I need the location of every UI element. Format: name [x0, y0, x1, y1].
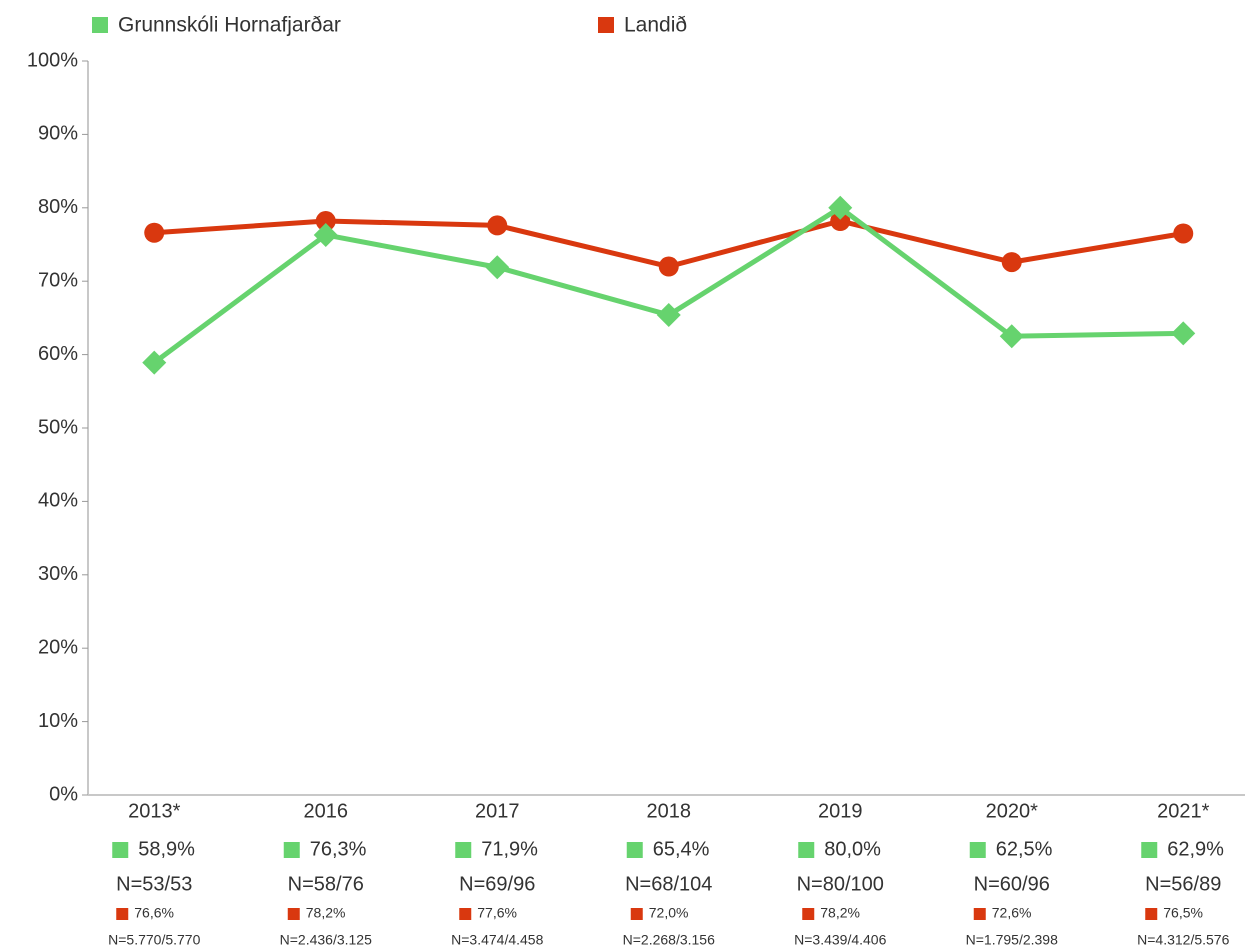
legend-swatch: [598, 17, 614, 33]
data-point: [313, 222, 338, 247]
count-label: N=2.436/3.125: [280, 932, 372, 948]
series-line: [152, 205, 1184, 365]
count-label: N=60/96: [974, 873, 1050, 895]
value-swatch: [973, 908, 986, 920]
y-tick-label: 20%: [38, 636, 78, 658]
x-tick-label: 2013*: [128, 800, 180, 822]
count-label: N=80/100: [797, 873, 884, 895]
x-tick-label: 2019: [818, 800, 863, 822]
y-tick-label: 60%: [38, 343, 78, 365]
legend-swatch: [92, 17, 108, 33]
value-swatch: [459, 908, 472, 920]
data-point: [828, 195, 853, 220]
data-point: [1171, 321, 1196, 346]
legend-label: Grunnskóli Hornafjarðar: [118, 14, 341, 37]
count-label: N=2.268/3.156: [623, 932, 715, 948]
y-tick-label: 40%: [38, 490, 78, 512]
value-label: 65,4%: [653, 838, 710, 860]
count-label: N=5.770/5.770: [108, 932, 200, 948]
value-label: 76,3%: [310, 838, 367, 860]
data-point: [485, 255, 510, 280]
value-swatch: [1145, 908, 1158, 920]
data-point: [658, 256, 679, 277]
data-point: [830, 211, 851, 232]
value-label: 58,9%: [138, 838, 195, 860]
value-label: 62,9%: [1167, 838, 1224, 860]
value-swatch: [287, 908, 300, 920]
data-point: [487, 215, 508, 236]
data-point: [142, 350, 167, 375]
value-label: 77,6%: [477, 905, 517, 921]
count-label: N=3.439/4.406: [794, 932, 886, 948]
value-label: 72,0%: [649, 905, 689, 921]
count-label: N=1.795/2.398: [966, 932, 1058, 948]
legend-label: Landið: [624, 14, 687, 37]
x-tick-label: 2021*: [1157, 800, 1209, 822]
y-tick-label: 0%: [49, 783, 78, 805]
count-label: N=4.312/5.576: [1137, 932, 1229, 948]
y-tick-label: 30%: [38, 563, 78, 585]
y-tick-label: 80%: [38, 196, 78, 218]
count-label: N=53/53: [116, 873, 192, 895]
x-tick-label: 2016: [304, 800, 349, 822]
value-swatch: [455, 842, 472, 858]
value-swatch: [283, 842, 300, 858]
value-swatch: [116, 908, 129, 920]
data-point: [315, 211, 336, 232]
data-point: [1173, 223, 1194, 244]
data-point: [144, 222, 165, 243]
data-point: [999, 324, 1024, 349]
data-point: [1001, 252, 1022, 273]
value-swatch: [798, 842, 815, 858]
value-label: 78,2%: [820, 905, 860, 921]
value-label: 76,5%: [1163, 905, 1203, 921]
x-tick-label: 2018: [647, 800, 692, 822]
value-label: 78,2%: [306, 905, 346, 921]
value-swatch: [969, 842, 986, 858]
value-swatch: [630, 908, 643, 920]
count-label: N=69/96: [459, 873, 535, 895]
count-label: N=3.474/4.458: [451, 932, 543, 948]
y-tick-label: 10%: [38, 710, 78, 732]
y-tick-label: 90%: [38, 123, 78, 145]
value-label: 80,0%: [824, 838, 881, 860]
value-swatch: [1141, 842, 1158, 858]
x-tick-label: 2020*: [986, 800, 1038, 822]
y-tick-label: 50%: [38, 416, 78, 438]
count-label: N=56/89: [1145, 873, 1221, 895]
count-label: N=58/76: [288, 873, 364, 895]
value-label: 71,9%: [481, 838, 538, 860]
y-tick-label: 70%: [38, 269, 78, 291]
value-swatch: [626, 842, 643, 858]
data-point: [656, 302, 681, 327]
value-swatch: [802, 908, 815, 920]
value-label: 72,6%: [992, 905, 1032, 921]
x-tick-label: 2017: [475, 800, 520, 822]
count-label: N=68/104: [625, 873, 712, 895]
value-label: 62,5%: [996, 838, 1053, 860]
value-label: 76,6%: [134, 905, 174, 921]
value-swatch: [112, 842, 129, 858]
y-tick-label: 100%: [27, 49, 78, 71]
